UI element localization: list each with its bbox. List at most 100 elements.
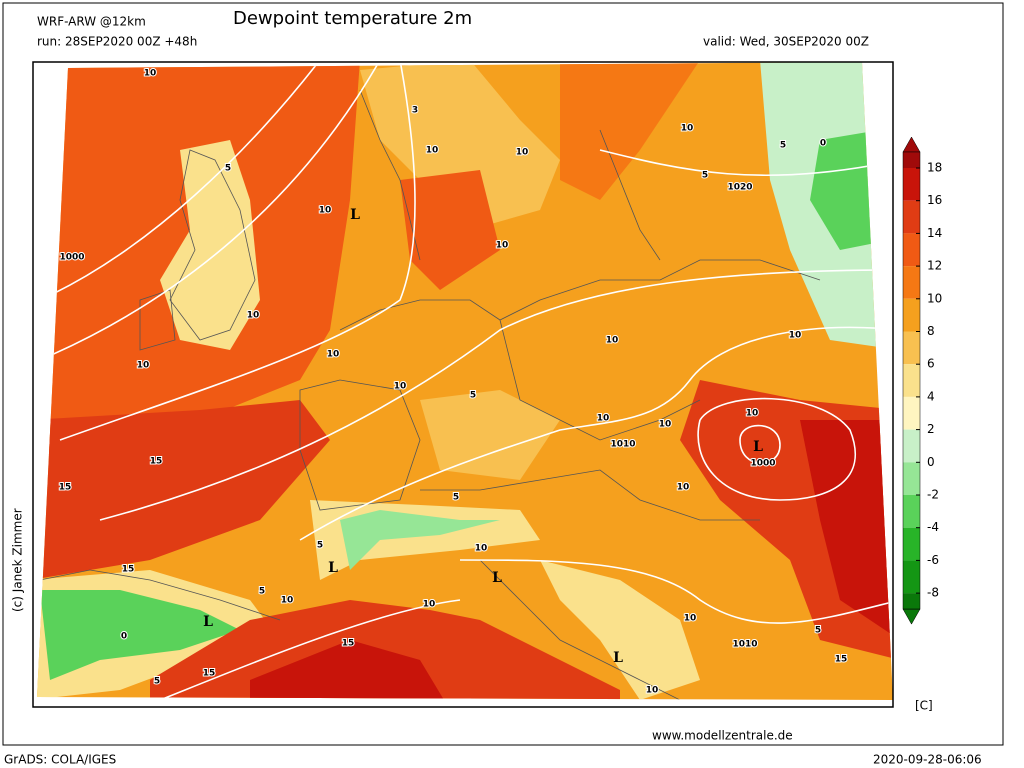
contour-label: 15 bbox=[203, 669, 216, 679]
colorbar-bin bbox=[903, 364, 920, 397]
colorbar-bin bbox=[903, 168, 920, 201]
contour-label: 5 bbox=[780, 141, 786, 151]
contour-label: 5 bbox=[815, 626, 821, 636]
colorbar-bin bbox=[903, 200, 920, 234]
contour-label: 10 bbox=[475, 544, 488, 554]
field-biscay bbox=[37, 400, 330, 580]
contour-label: 15 bbox=[150, 457, 163, 467]
contour-label: 10 bbox=[597, 414, 610, 424]
contour-label: 10 bbox=[746, 409, 759, 419]
contour-label: 10 bbox=[281, 596, 294, 606]
contour-label: 15 bbox=[122, 565, 135, 575]
colorbar-tick-label: 10 bbox=[927, 291, 942, 305]
contour-label: 5 bbox=[225, 164, 231, 174]
field-east-moist bbox=[800, 420, 893, 640]
colorbar-tick-label: -2 bbox=[927, 488, 939, 502]
contour-label: 10 bbox=[144, 69, 157, 79]
low-marker: L bbox=[350, 207, 360, 223]
contour-label: 15 bbox=[342, 639, 355, 649]
field-scandinavia bbox=[360, 62, 560, 230]
colorbar-tick-label: 8 bbox=[927, 324, 935, 338]
low-marker: L bbox=[203, 614, 213, 630]
contour-label: 1020 bbox=[727, 183, 752, 193]
contour-label: 5 bbox=[702, 171, 708, 181]
contour-label: 15 bbox=[59, 483, 72, 493]
map-field bbox=[37, 62, 893, 700]
colorbar-tick-label: 2 bbox=[927, 422, 935, 436]
contour-label: 5 bbox=[470, 391, 476, 401]
contour-label: 5 bbox=[453, 493, 459, 503]
colorbar-tick-label: 12 bbox=[927, 259, 942, 273]
page-frame bbox=[2, 2, 1004, 746]
contour-label: 10 bbox=[137, 361, 150, 371]
colorbar-bin bbox=[903, 429, 920, 463]
colorbar-tick-label: 0 bbox=[927, 455, 935, 469]
field-finland bbox=[560, 62, 700, 200]
colorbar-bin bbox=[903, 266, 920, 299]
contour-label: 3 bbox=[412, 106, 418, 116]
contour-label: 10 bbox=[677, 483, 690, 493]
contour-label: 10 bbox=[423, 600, 436, 610]
colorbar-bin bbox=[903, 233, 920, 267]
contour-label: 1010 bbox=[610, 440, 635, 450]
contour-label: 10 bbox=[659, 420, 672, 430]
contour-label: 10 bbox=[496, 241, 509, 251]
country-borders bbox=[39, 89, 821, 700]
field-britain bbox=[160, 140, 260, 350]
contour-label: 1010 bbox=[732, 640, 757, 650]
colorbar-tick-label: 6 bbox=[927, 357, 935, 371]
contour-label: 10 bbox=[646, 686, 659, 696]
field-baltic bbox=[400, 170, 500, 290]
contour-label: 5 bbox=[154, 677, 160, 687]
colorbar-bin bbox=[903, 527, 920, 561]
colorbar-frame bbox=[902, 151, 921, 610]
run-label: run: 28SEP2020 00Z +48h bbox=[37, 35, 197, 49]
colorbar-tick-label: 18 bbox=[927, 161, 942, 175]
colorbar-bin bbox=[903, 560, 920, 594]
colorbar-tick-label: 16 bbox=[927, 193, 942, 207]
field-balkans bbox=[540, 560, 700, 700]
low-marker: L bbox=[492, 570, 502, 586]
field-iberia-dry bbox=[40, 590, 240, 680]
low-marker: L bbox=[328, 560, 338, 576]
contour-label: 10 bbox=[684, 614, 697, 624]
software: GrADS: COLA/IGES bbox=[4, 753, 116, 767]
field-germany bbox=[420, 390, 560, 480]
model-label: WRF-ARW @12km bbox=[37, 15, 146, 29]
unit-label: [C] bbox=[915, 699, 933, 713]
contour-label: 10 bbox=[426, 146, 439, 156]
colorbar-bin bbox=[903, 593, 920, 610]
colorbar-bin bbox=[903, 331, 920, 365]
credit: (c) Janek Zimmer bbox=[11, 508, 25, 612]
field-alps-dry bbox=[340, 510, 500, 570]
colorbar-end bbox=[902, 608, 921, 625]
contour-label: 1000 bbox=[59, 253, 84, 263]
timestamp: 2020-09-28-06:06 bbox=[873, 753, 982, 767]
low-marker: L bbox=[753, 439, 763, 455]
colorbar-tick-label: -4 bbox=[927, 520, 939, 534]
colorbar-end bbox=[902, 136, 921, 153]
contour-label: 10 bbox=[319, 206, 332, 216]
contour-label: 10 bbox=[327, 350, 340, 360]
colorbar-tick-label: -6 bbox=[927, 553, 939, 567]
colorbar-tick-label: -8 bbox=[927, 586, 939, 600]
colorbar: 18 16 14 12 10 8 6 4 2 0 -2 -4 -6 -8 bbox=[902, 136, 942, 625]
low-marker: L bbox=[613, 650, 623, 666]
contour-label: 10 bbox=[516, 148, 529, 158]
contour-label: 10 bbox=[606, 336, 619, 346]
colorbar-tick-label: 14 bbox=[927, 226, 942, 240]
contour-label: 10 bbox=[247, 311, 260, 321]
field-mediterranean-moist bbox=[250, 640, 450, 700]
contour-label: 1000 bbox=[750, 459, 775, 469]
colorbar-bin bbox=[903, 396, 920, 430]
colorbar-bin bbox=[903, 495, 920, 528]
contour-label: 10 bbox=[681, 124, 694, 134]
contour-label: 10 bbox=[789, 331, 802, 341]
isobars bbox=[39, 62, 893, 700]
colorbar-bin bbox=[903, 462, 920, 495]
colorbar-bin bbox=[903, 152, 920, 168]
website: www.modellzentrale.de bbox=[652, 729, 793, 743]
contour-label: 5 bbox=[317, 541, 323, 551]
